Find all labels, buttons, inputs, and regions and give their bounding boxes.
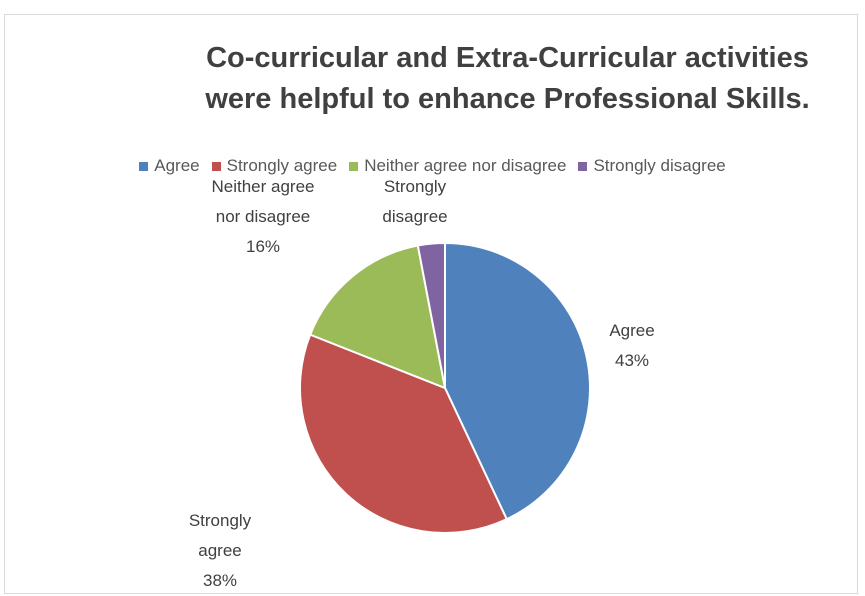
chart-title: Co-curricular and Extra-Curricular activ… <box>150 38 865 120</box>
legend-swatch-strongly-disagree <box>578 161 588 171</box>
legend-item-strongly-disagree: Strongly disagree <box>578 156 726 176</box>
legend-item-neither: Neither agree nor disagree <box>349 156 566 176</box>
chart-title-text: Co-curricular and Extra-Curricular activ… <box>205 42 810 115</box>
pie-slice-strongly-disagree <box>416 241 446 389</box>
pie-slice-neither <box>308 244 447 390</box>
pie-slice-strongly-agree <box>299 333 509 534</box>
legend-label-strongly-agree: Strongly agree <box>226 156 338 175</box>
legend: Agree Strongly agree Neither agree nor d… <box>0 156 865 176</box>
legend-swatch-neither <box>349 161 359 171</box>
data-label-strongly-disagree: Strongly disagree <box>382 177 448 226</box>
legend-item-strongly-agree: Strongly agree <box>211 156 338 176</box>
legend-swatch-strongly-agree <box>211 161 221 171</box>
legend-label-agree: Agree <box>154 156 200 175</box>
legend-label-strongly-disagree: Strongly disagree <box>593 156 726 175</box>
legend-swatch-agree <box>139 161 149 171</box>
legend-item-agree: Agree <box>139 156 200 176</box>
data-label-neither: Neither agree nor disagree 16% <box>211 177 315 256</box>
pie-chart <box>299 241 591 534</box>
data-label-agree: Agree 43% <box>609 321 655 370</box>
data-label-strongly-agree: Strongly agree 38% <box>188 511 252 590</box>
pie-slice-agree <box>444 241 591 521</box>
legend-label-neither: Neither agree nor disagree <box>364 156 567 175</box>
